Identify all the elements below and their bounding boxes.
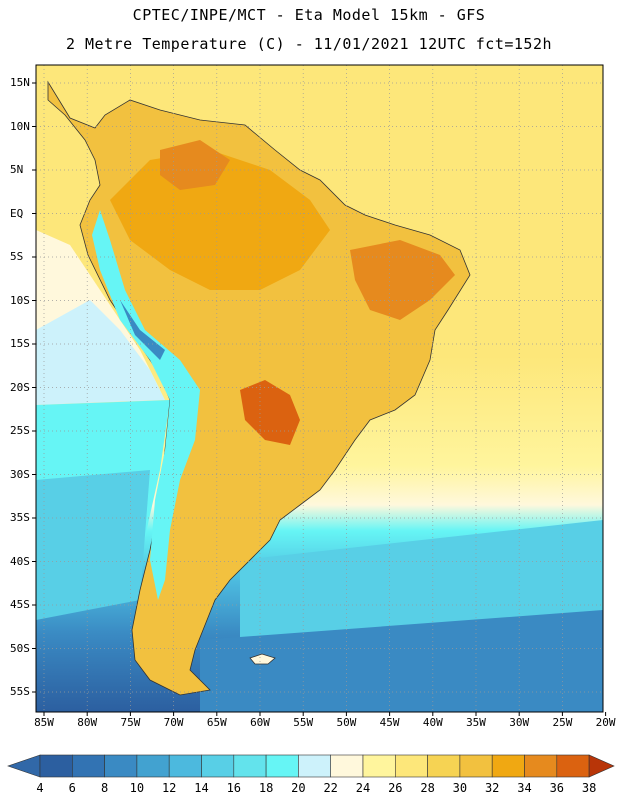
colorbar-swatch — [136, 754, 170, 778]
lat-label: 55S — [10, 685, 30, 698]
map-title: CPTEC/INPE/MCT - Eta Model 15km - GFS — [132, 6, 486, 24]
north-hot-zone — [160, 140, 230, 190]
atlantic-cold-band — [240, 520, 603, 640]
lon-label: 70W — [163, 716, 184, 729]
colorbar-swatch — [362, 754, 396, 778]
lat-label: 30S — [10, 467, 30, 481]
lat-label: 15N — [10, 76, 30, 89]
lat-label: 35S — [10, 511, 30, 524]
axis-ticks — [32, 82, 607, 716]
colorbar-swatch — [556, 754, 590, 778]
colorbar-swatch — [394, 754, 428, 778]
colorbar-tick-label: 20 — [291, 781, 306, 795]
lat-lon-grid — [36, 65, 603, 712]
colorbar-tick-label: 24 — [355, 781, 371, 795]
colorbar-tick-label: 10 — [129, 781, 145, 795]
lat-label: 10N — [10, 119, 30, 133]
colorbar-tick-label: 22 — [323, 781, 338, 795]
lon-label: 80W — [77, 716, 98, 729]
lat-label: 40S — [10, 554, 30, 568]
colorbar-tick-label: 16 — [226, 781, 242, 795]
colorbar-over-arrow — [588, 754, 615, 778]
lon-label: 40W — [422, 716, 443, 729]
colorbar-swatch — [491, 754, 525, 778]
lat-label: 5N — [10, 163, 24, 176]
map-subtitle: 2 Metre Temperature (C) - 11/01/2021 12U… — [65, 35, 553, 53]
map-frame — [35, 64, 604, 713]
colorbar-swatch — [168, 754, 202, 778]
colorbar-tick-label: 36 — [549, 781, 565, 795]
colorbar-tick-label: 12 — [161, 781, 177, 795]
lon-label: 30W — [509, 716, 530, 729]
colorbar-tick-label: 14 — [194, 781, 209, 795]
andes-cold-strip — [92, 210, 200, 600]
colorbar-swatch — [427, 754, 461, 778]
lon-label: 25W — [552, 716, 573, 729]
colorbar-swatch — [265, 754, 299, 778]
pacific-deep-band — [36, 470, 150, 620]
colorbar-swatch — [104, 754, 138, 778]
lat-label: 10S — [10, 293, 30, 307]
lon-label: 50W — [336, 716, 357, 729]
lat-label: 50S — [10, 641, 30, 655]
colorbar-tick-label: 38 — [581, 781, 597, 795]
colorbar-swatch — [459, 754, 493, 778]
colorbar-swatch — [330, 754, 364, 778]
colorbar-under-arrow — [7, 754, 41, 778]
lat-label: 45S — [10, 598, 30, 611]
colorbar-swatch — [201, 754, 235, 778]
colorbar-tick-label: 4 — [36, 781, 44, 795]
colorbar-tick-label: 6 — [68, 781, 76, 795]
colorbar-tick-label: 30 — [452, 781, 468, 795]
northeast-hot-zone — [350, 240, 455, 320]
atlantic-deep-band — [200, 610, 603, 712]
lon-label: 20W — [595, 716, 616, 729]
lat-label: 20S — [10, 380, 30, 394]
lat-label: 5S — [10, 250, 24, 263]
andes-deep-strip — [120, 300, 165, 360]
colorbar-tick-label: 18 — [258, 781, 274, 795]
colorbar-swatch — [298, 754, 331, 778]
lon-label: 85W — [34, 716, 54, 729]
colorbar-tick-label: 32 — [484, 781, 500, 795]
falkland-islands — [249, 653, 276, 665]
lon-label: 65W — [206, 716, 227, 729]
pacific-cold-band — [36, 300, 165, 405]
colorbar-tick-label: 8 — [100, 781, 109, 795]
lon-label: 45W — [379, 716, 400, 729]
colorbar-tick-label: 26 — [388, 781, 403, 795]
lat-label: EQ — [10, 206, 24, 220]
colorbar-swatch — [72, 754, 105, 778]
lon-label: 60W — [250, 716, 270, 729]
lon-label: 55W — [293, 716, 314, 729]
colorbar-tick-label: 28 — [420, 781, 435, 795]
lon-label: 75W — [120, 716, 141, 729]
lat-label: 15S — [10, 337, 30, 350]
colorbar-swatch — [524, 754, 558, 778]
amazon-hot-zone — [110, 150, 330, 290]
lon-label: 35W — [466, 716, 486, 729]
lat-label: 25S — [10, 424, 30, 437]
colorbar-tick-label: 34 — [517, 781, 532, 795]
colorbar-swatch — [233, 754, 267, 778]
chaco-hot-zone — [240, 380, 300, 445]
colorbar — [7, 754, 615, 778]
colorbar-swatch — [39, 754, 73, 778]
